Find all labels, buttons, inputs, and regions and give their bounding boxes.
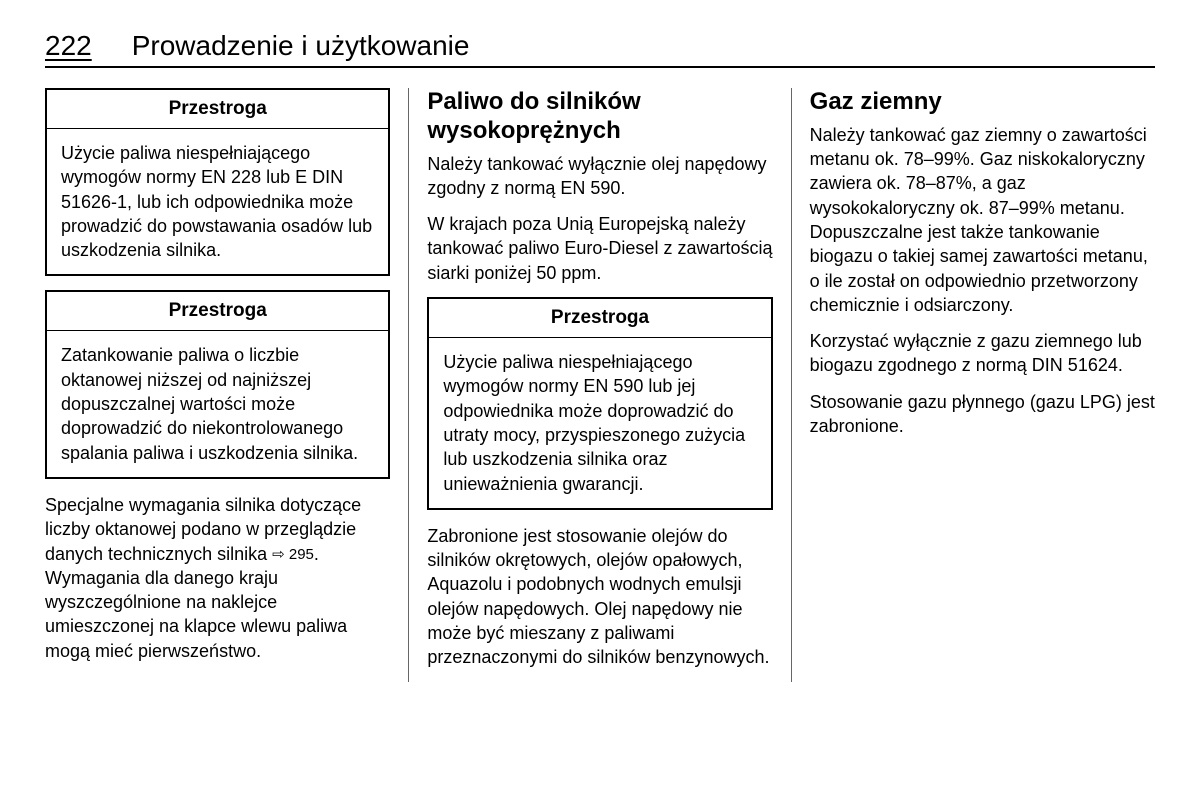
caution-title: Przestroga [47,90,388,129]
reference-link[interactable]: ⇨ 295 [272,545,314,565]
column-1: Przestroga Użycie paliwa niespełniająceg… [45,88,409,682]
column-2: Paliwo do silników wysokoprężnych Należy… [409,88,791,682]
caution-title: Przestroga [429,299,770,338]
caution-box-2: Przestroga Zatankowanie paliwa o liczbie… [45,290,390,478]
body-paragraph: Należy tankować gaz ziemny o zawartości … [810,123,1155,317]
body-paragraph: W krajach poza Unią Europejską należy ta… [427,212,772,285]
section-title-diesel: Paliwo do silników wysokoprężnych [427,88,772,146]
header-title: Prowadzenie i użytkowanie [132,30,470,62]
caution-body: Zatankowanie paliwa o liczbie oktanowej … [47,331,388,476]
body-paragraph: Stosowanie gazu płynnego (gazu LPG) jest… [810,390,1155,439]
caution-body: Użycie paliwa niespełniającego wymogów n… [47,129,388,274]
caution-box-1: Przestroga Użycie paliwa niespełniająceg… [45,88,390,276]
section-title-gas: Gaz ziemny [810,88,1155,117]
caution-body: Użycie paliwa niespełniającego wymogów n… [429,338,770,508]
column-3: Gaz ziemny Należy tankować gaz ziemny o … [792,88,1155,682]
body-paragraph: Należy tankować wyłącznie olej napędowy … [427,152,772,201]
page-number: 222 [45,30,92,62]
body-paragraph: Korzystać wyłącznie z gazu ziemnego lub … [810,329,1155,378]
page-header: 222 Prowadzenie i użytkowanie [45,30,1155,68]
caution-title: Przestroga [47,292,388,331]
body-paragraph: Specjalne wymagania silnika dotyczące li… [45,493,390,663]
content-columns: Przestroga Użycie paliwa niespełniająceg… [45,88,1155,682]
caution-box-3: Przestroga Użycie paliwa niespełniająceg… [427,297,772,510]
body-paragraph: Zabronione jest stosowanie olejów do sil… [427,524,772,670]
